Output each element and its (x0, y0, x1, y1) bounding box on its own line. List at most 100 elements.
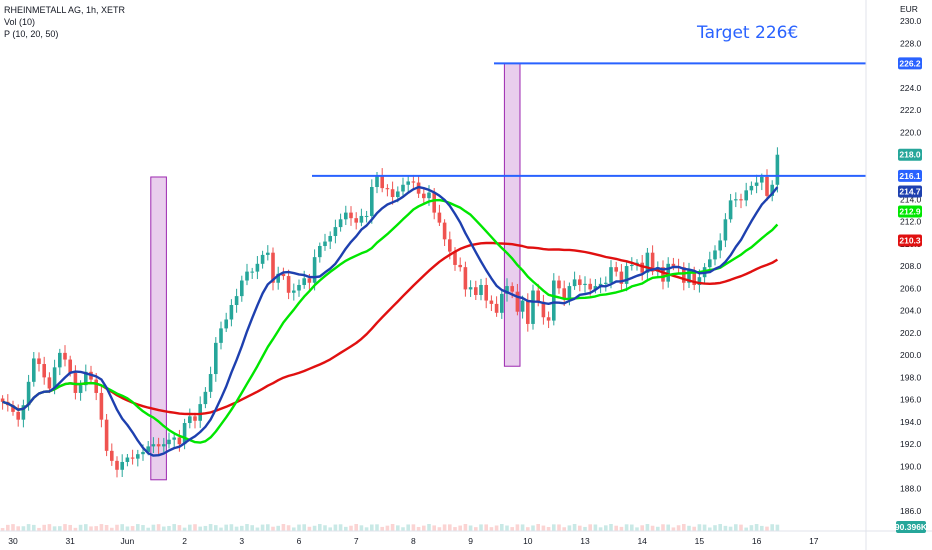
volume-bar (671, 527, 676, 531)
volume-badge: 90.396K (895, 521, 928, 533)
volume-bar (172, 524, 176, 531)
volume-bar (531, 525, 535, 531)
volume-bar (84, 524, 88, 531)
x-tick-label: 3 (239, 536, 244, 546)
candle (354, 212, 358, 230)
volume-bar (16, 526, 20, 531)
ma-indicator-label[interactable]: P (10, 20, 50) (4, 29, 59, 39)
volume-bar (370, 524, 374, 531)
volume-indicator-label[interactable]: Vol (10) (4, 17, 36, 27)
volume-bar (432, 525, 436, 531)
volume-bar (26, 524, 31, 531)
price-axis[interactable]: 186.0 188.0 190.0 192.0 194.0 196.0 198.0 200.0… (900, 16, 922, 516)
volume-bar (307, 526, 312, 531)
volume-bar (630, 524, 634, 531)
volume-bar (63, 524, 67, 531)
candle (500, 289, 504, 319)
candle (188, 408, 192, 429)
volume-bar (115, 524, 119, 531)
volume-bar (484, 524, 488, 531)
candle (385, 184, 390, 197)
volume-bar (583, 526, 587, 531)
volume-bar (562, 527, 566, 531)
y-tick-label: 200.0 (900, 350, 922, 360)
volume-bar (687, 525, 691, 531)
volume-bar (505, 525, 509, 531)
volume-bar (78, 524, 83, 531)
volume-bar (276, 525, 280, 531)
x-tick-label: 8 (411, 536, 416, 546)
candle (718, 233, 722, 259)
price-badge: 212.9 (898, 205, 922, 218)
volume-bar (193, 524, 197, 531)
volume-bar (718, 524, 722, 531)
chart-legend: RHEINMETALL AG, 1h, XETR Vol (10) P (10,… (4, 4, 125, 40)
volume-bar (47, 524, 52, 531)
symbol-title[interactable]: RHEINMETALL AG, 1h, XETR (4, 5, 126, 15)
candle (713, 245, 717, 266)
volume-bar (104, 524, 109, 531)
volume-bars (0, 524, 780, 531)
x-tick-label: 7 (354, 536, 359, 546)
volume-bar (266, 524, 270, 531)
time-axis[interactable]: 30 31 Jun 2 3 6 7 8 9 10 13 14 15 16 17 (8, 536, 819, 546)
candle (323, 233, 327, 251)
candle (240, 275, 244, 302)
candle (640, 254, 644, 281)
volume-bar (463, 524, 468, 531)
candle (739, 193, 743, 209)
highlight-zones (150, 62, 521, 481)
volume-bar (604, 525, 608, 531)
x-tick-label: 9 (468, 536, 473, 546)
volume-bar (297, 524, 301, 531)
candle (614, 261, 618, 277)
volume-bar (11, 524, 15, 531)
y-tick-label: 204.0 (900, 306, 922, 316)
x-tick-label: 2 (182, 536, 187, 546)
highlight-zone-1 (150, 176, 167, 481)
volume-bar (198, 526, 202, 531)
volume-bar (89, 526, 93, 531)
candle (406, 175, 410, 193)
x-tick-label: 31 (65, 536, 75, 546)
candle (505, 278, 509, 302)
svg-text:214.7: 214.7 (899, 186, 921, 196)
volume-bar (624, 524, 629, 531)
candle (297, 279, 301, 297)
volume-bar (333, 524, 338, 531)
volume-bar (58, 526, 62, 531)
svg-text:216.1: 216.1 (899, 171, 921, 181)
candle (578, 275, 582, 292)
volume-bar (234, 526, 239, 531)
volume-bar (255, 527, 260, 531)
price-badge: 218.0 (898, 148, 922, 161)
x-tick-label: 16 (752, 536, 762, 546)
candle (47, 372, 52, 394)
svg-text:212.9: 212.9 (899, 206, 921, 216)
candle (193, 412, 197, 429)
candle (380, 168, 384, 193)
candle (546, 311, 551, 329)
volume-bar (682, 524, 686, 531)
candle (16, 404, 20, 427)
volume-bar (73, 527, 78, 531)
volume-bar (188, 524, 192, 531)
volume-bar (406, 524, 410, 531)
candle (250, 267, 254, 279)
volume-bar (614, 525, 618, 531)
candle (130, 449, 135, 465)
volume-bar (312, 525, 317, 531)
volume-bar (99, 524, 104, 531)
volume-bar (635, 527, 639, 531)
volume-bar (567, 525, 572, 531)
y-tick-label: 214.0 (900, 194, 922, 204)
candle (666, 257, 670, 288)
volume-bar (458, 525, 462, 531)
candle (214, 337, 218, 382)
volume-bar (692, 526, 696, 531)
volume-bar (151, 524, 156, 531)
candle (749, 181, 754, 195)
candle (177, 429, 182, 452)
volume-bar (94, 526, 98, 531)
